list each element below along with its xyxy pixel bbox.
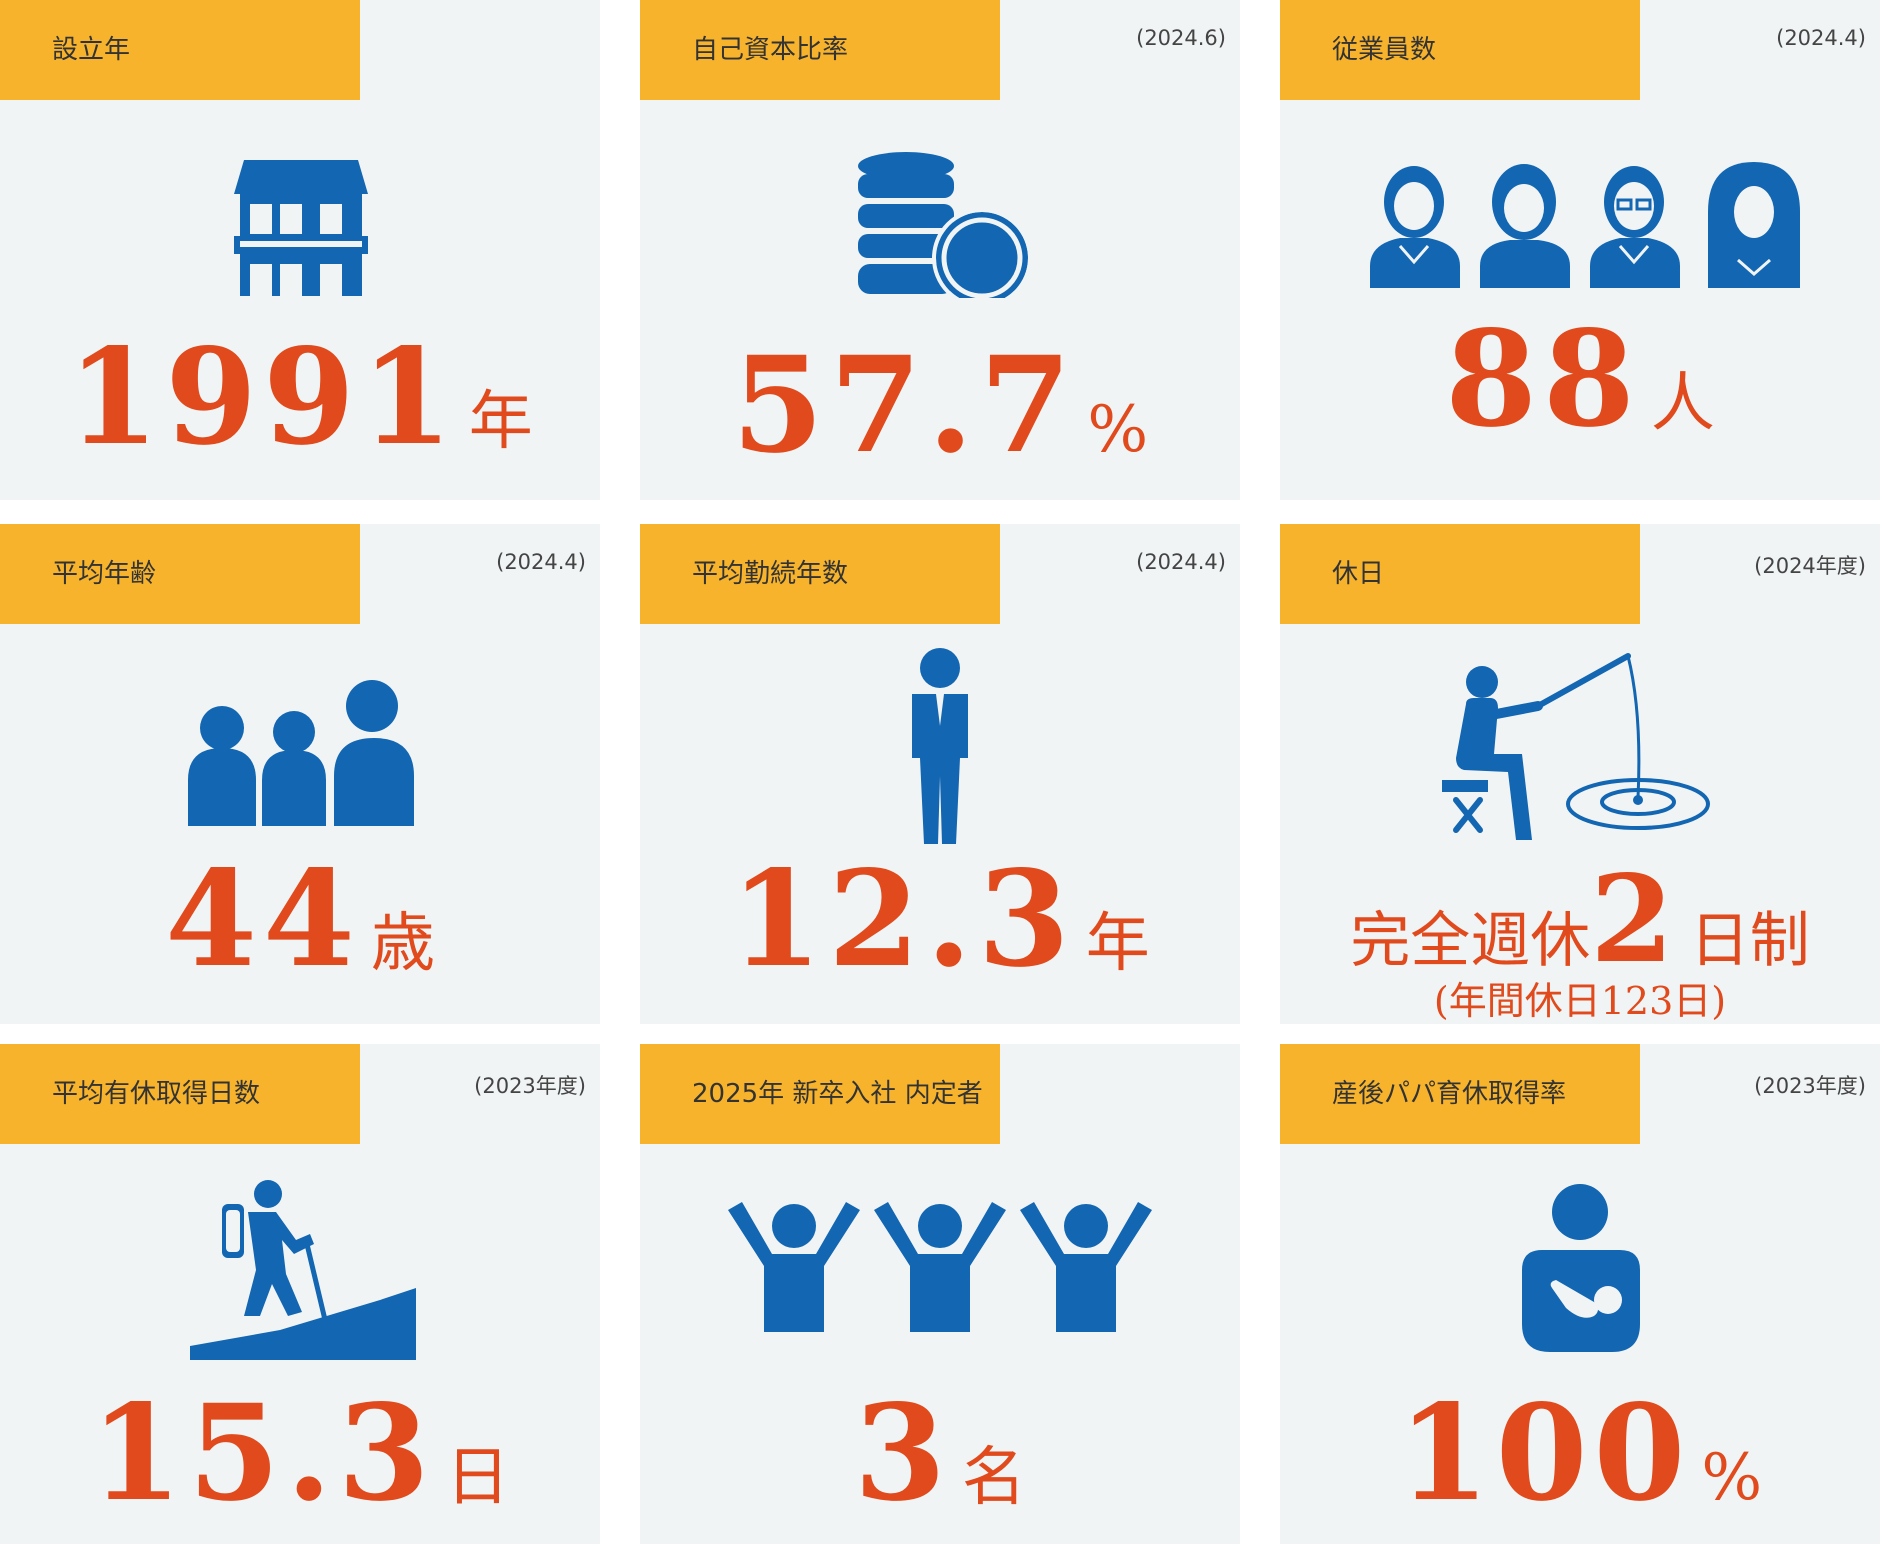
cheering-people-icon <box>726 1202 1154 1332</box>
parent-baby-icon <box>1522 1184 1640 1352</box>
value-number: 15.3 <box>90 1376 436 1531</box>
card-label: 平均年齢 <box>0 524 360 624</box>
value-number: 88 <box>1445 302 1641 457</box>
value-unit: % <box>1701 1441 1763 1515</box>
stat-value: 1991 年 <box>0 332 600 464</box>
value-number: 100 <box>1397 1376 1692 1531</box>
card-label: 従業員数 <box>1280 0 1640 100</box>
group-icon <box>188 680 414 826</box>
card-date: (2024.4) <box>1136 550 1226 574</box>
card-label: 休日 <box>1280 524 1640 624</box>
stat-value: 57.7% <box>640 340 1240 472</box>
stat-card-employees: 従業員数 (2024.4) <box>1280 0 1880 500</box>
stat-card-paternity-leave: 産後パパ育休取得率 (2023年度) 100% <box>1280 1044 1880 1544</box>
stat-value: 100% <box>1280 1388 1880 1520</box>
card-label: 自己資本比率 <box>640 0 1000 100</box>
businessman-icon <box>910 648 970 844</box>
card-date: (2023年度) <box>474 1074 586 1098</box>
stat-value: 15.3 日 <box>0 1388 600 1520</box>
stat-card-average-age: 平均年齢 (2024.4) 44 歳 <box>0 524 600 1024</box>
stat-value: 88 人 <box>1280 314 1880 446</box>
value-unit: 人 <box>1650 367 1715 441</box>
value-unit: 名 <box>961 1441 1026 1515</box>
annual-holidays-note: (年間休日123日) <box>1433 979 1727 1023</box>
card-label: 平均有休取得日数 <box>0 1044 360 1144</box>
card-date: (2024年度) <box>1754 554 1866 578</box>
stat-card-tenure: 平均勤続年数 (2024.4) 12.3 年 <box>640 524 1240 1024</box>
stat-value: 12.3 年 <box>640 854 1240 986</box>
stat-card-paid-leave: 平均有休取得日数 (2023年度) 15.3 日 <box>0 1044 600 1544</box>
card-date: (2024.4) <box>1776 26 1866 50</box>
value-unit: % <box>1087 393 1149 467</box>
card-label: 産後パパ育休取得率 <box>1280 1044 1640 1144</box>
value-prefix: 完全週休 <box>1350 906 1591 976</box>
value-number: 44 <box>165 842 361 997</box>
stat-card-holidays: 休日 (2024年度) 完全週休2 日制 (年間休日123日) <box>1280 524 1880 1024</box>
house-icon <box>234 160 368 296</box>
value-number: 12.3 <box>730 842 1076 997</box>
value-unit: 年 <box>1085 907 1150 981</box>
card-date: (2024.4) <box>496 550 586 574</box>
value-unit: 歳 <box>370 907 435 981</box>
card-date: (2023年度) <box>1754 1074 1866 1098</box>
stat-value: 完全週休2 日制 <box>1280 860 1880 980</box>
fishing-icon <box>1442 652 1718 842</box>
stat-card-equity-ratio: 自己資本比率 (2024.6) 57.7% <box>640 0 1240 500</box>
employees-icon <box>1370 162 1800 288</box>
card-date: (2024.6) <box>1136 26 1226 50</box>
hiker-icon <box>190 1174 416 1360</box>
value-number: 57.7 <box>731 328 1078 483</box>
card-label: 設立年 <box>0 0 360 100</box>
value-number: 2 <box>1590 849 1680 990</box>
stat-value: 44 歳 <box>0 854 600 986</box>
card-label: 平均勤続年数 <box>640 524 1000 624</box>
value-number: 1991 <box>67 320 459 475</box>
card-label: 2025年 新卒入社 内定者 <box>640 1044 1000 1144</box>
value-unit: 日制 <box>1689 906 1810 976</box>
value-number: 3 <box>854 1376 952 1531</box>
coins-icon <box>858 148 1028 298</box>
value-unit: 年 <box>468 385 533 459</box>
value-unit: 日 <box>445 1441 510 1515</box>
stat-card-founded: 設立年 1991 年 <box>0 0 600 500</box>
